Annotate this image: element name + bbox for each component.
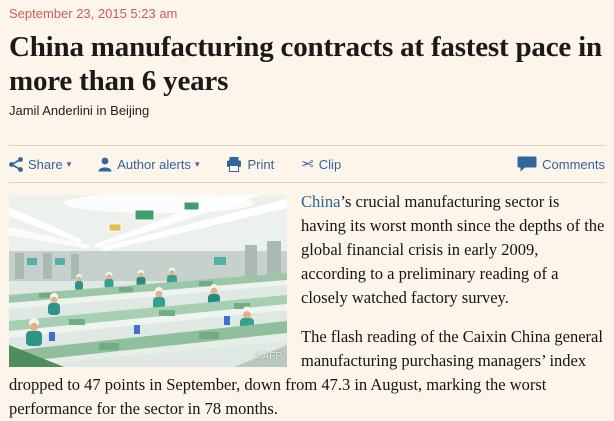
speech-bubble-icon bbox=[517, 156, 537, 172]
comments-label: Comments bbox=[542, 156, 605, 172]
chevron-down-icon: ▾ bbox=[66, 158, 72, 169]
print-label: Print bbox=[247, 156, 275, 172]
print-icon bbox=[226, 156, 242, 172]
share-label: Share bbox=[28, 156, 63, 172]
article-image: ©AFP bbox=[9, 195, 287, 368]
clip-button[interactable]: ✂ Clip bbox=[301, 155, 342, 173]
scissors-icon: ✂ bbox=[301, 155, 314, 173]
share-icon bbox=[9, 156, 23, 172]
divider-bottom bbox=[9, 182, 605, 184]
china-link[interactable]: China bbox=[301, 192, 341, 212]
paragraph-2: The flash reading of the Caixin China ge… bbox=[9, 326, 603, 418]
article-body: ©AFP China’s crucial manufacturing secto… bbox=[9, 183, 605, 420]
clip-label: Clip bbox=[318, 156, 342, 172]
comments-button[interactable]: Comments bbox=[517, 156, 605, 172]
article-timestamp: September 23, 2015 5:23 am bbox=[9, 6, 178, 21]
author-alerts-button[interactable]: Author alerts ▾ bbox=[98, 157, 199, 172]
author-alerts-label: Author alerts bbox=[117, 156, 191, 172]
chevron-down-icon: ▾ bbox=[194, 158, 200, 169]
paragraph-1: China’s crucial manufacturing sector is … bbox=[9, 190, 605, 310]
divider-top bbox=[9, 145, 605, 147]
article-byline: Jamil Anderlini in Beijing bbox=[9, 103, 150, 119]
paragraph-1-text: ’s crucial manufacturing sector is havin… bbox=[301, 192, 605, 307]
article-toolbar: Share ▾ Author alerts ▾ Print bbox=[9, 146, 605, 182]
print-button[interactable]: Print bbox=[226, 156, 275, 172]
share-button[interactable]: Share ▾ bbox=[9, 157, 71, 172]
person-icon bbox=[98, 157, 112, 172]
image-credit: ©AFP bbox=[255, 350, 282, 362]
factory-photo-illustration bbox=[9, 195, 287, 368]
article-headline: China manufacturing contracts at fastest… bbox=[9, 31, 602, 97]
